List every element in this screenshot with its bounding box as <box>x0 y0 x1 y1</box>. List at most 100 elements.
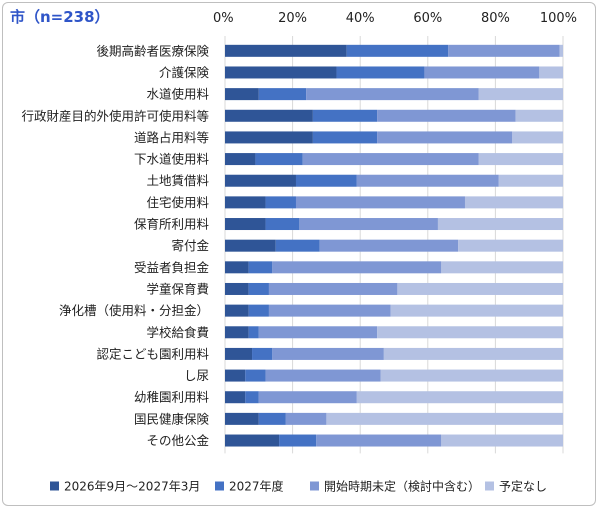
bar-segment <box>478 153 563 166</box>
bar-segment <box>225 326 249 339</box>
bar-segment <box>512 131 563 144</box>
bar-segment <box>248 304 269 317</box>
category-label: 国民健康保険 <box>134 411 210 426</box>
category-label: 学童保育費 <box>146 281 209 296</box>
bar-segment <box>225 66 337 79</box>
bar-segment <box>306 88 479 101</box>
bar-segment <box>390 304 563 317</box>
bar-segment <box>312 109 378 122</box>
legend-swatch <box>485 481 494 491</box>
bar-segment <box>336 66 425 79</box>
bar-segment <box>268 282 398 295</box>
category-label: 浄化槽（使用料・分担金） <box>59 303 209 318</box>
legend-swatch <box>310 481 319 491</box>
bar-segment <box>299 218 438 231</box>
bar-segment <box>285 412 327 425</box>
category-label: 受益者負担金 <box>134 260 210 275</box>
bar-segment <box>225 347 253 360</box>
bar-segment <box>377 326 563 339</box>
category-label: 水道使用料 <box>146 87 209 102</box>
category-label: 介護保険 <box>159 65 210 80</box>
category-labels: 後期高齢者医療保険介護保険水道使用料行政財産目的外使用許可使用料等道路占用料等下… <box>21 43 209 448</box>
bar-segment <box>265 369 381 382</box>
bar-segment <box>248 282 269 295</box>
bars <box>225 44 563 447</box>
bar-segment <box>383 347 563 360</box>
x-tick-label: 60% <box>413 11 442 26</box>
bar-segment <box>268 304 391 317</box>
bar-segment <box>326 412 563 425</box>
bar-segment <box>441 261 563 274</box>
bar-segment <box>225 88 259 101</box>
bar-segment <box>498 174 563 187</box>
bar-segment <box>248 261 273 274</box>
bar-segment <box>295 174 357 187</box>
legend-label: 2026年9月～2027年3月 <box>64 480 200 494</box>
bar-segment <box>225 131 313 144</box>
bar-segment <box>279 434 317 447</box>
bar-segment <box>225 304 249 317</box>
x-axis-ticks: 0% 20% 40% 60% 80% 100% <box>213 11 577 26</box>
bar-segment <box>515 109 563 122</box>
bar-segment <box>225 153 256 166</box>
category-label: 幼稚園利用料 <box>134 390 210 405</box>
category-label: 寄付金 <box>171 238 209 253</box>
bar-segment <box>265 218 300 231</box>
category-label: し尿 <box>184 368 209 383</box>
bar-segment <box>272 261 442 274</box>
bar-segment <box>225 218 266 231</box>
bar-segment <box>258 391 357 404</box>
chart-title: 市（n=238） <box>10 8 110 26</box>
category-label: 下水道使用料 <box>134 152 210 167</box>
bar-segment <box>258 88 307 101</box>
bar-segment <box>225 196 266 209</box>
bar-segment <box>265 196 296 209</box>
bar-segment <box>377 131 513 144</box>
bar-segment <box>225 412 259 425</box>
bar-segment <box>258 326 378 339</box>
bar-segment <box>245 391 259 404</box>
bar-segment <box>424 66 540 79</box>
bar-segment <box>464 196 563 209</box>
bar-segment <box>397 282 563 295</box>
legend: 2026年9月～2027年3月 2027年度 開始時期未定（検討中含む） 予定なし <box>50 479 547 494</box>
category-label: 土地賃借料 <box>146 173 209 188</box>
bar-segment <box>356 391 563 404</box>
bar-segment <box>377 109 516 122</box>
bar-segment <box>316 434 442 447</box>
category-label: 保育所利用料 <box>134 217 210 232</box>
x-tick-label: 100% <box>540 11 577 26</box>
bar-segment <box>356 174 499 187</box>
bar-segment <box>245 369 266 382</box>
bar-segment <box>252 347 273 360</box>
bar-segment <box>346 44 449 57</box>
legend-label: 2027年度 <box>229 479 284 494</box>
bar-segment <box>225 369 246 382</box>
bar-segment <box>302 153 479 166</box>
bar-segment <box>441 434 563 447</box>
bar-segment <box>380 369 563 382</box>
bar-segment <box>225 282 249 295</box>
bar-segment <box>458 239 563 252</box>
bar-segment <box>478 88 563 101</box>
x-tick-label: 20% <box>278 11 307 26</box>
x-tick-label: 40% <box>346 11 375 26</box>
bar-segment <box>225 239 276 252</box>
legend-label: 開始時期未定（検討中含む） <box>324 479 480 494</box>
category-label: その他公金 <box>146 433 209 448</box>
bar-segment <box>319 239 459 252</box>
bar-segment <box>225 261 249 274</box>
category-label: 学校給食費 <box>146 325 209 340</box>
bar-segment <box>248 326 259 339</box>
bar-segment <box>448 44 560 57</box>
bar-segment <box>225 434 280 447</box>
bar-segment <box>559 44 563 57</box>
category-label: 後期高齢者医療保険 <box>96 43 209 58</box>
x-tick-label: 80% <box>481 11 510 26</box>
bar-segment <box>275 239 320 252</box>
legend-label: 予定なし <box>499 479 547 494</box>
category-label: 行政財産目的外使用許可使用料等 <box>21 108 209 123</box>
bar-segment <box>255 153 303 166</box>
category-label: 道路占用料等 <box>134 130 209 145</box>
